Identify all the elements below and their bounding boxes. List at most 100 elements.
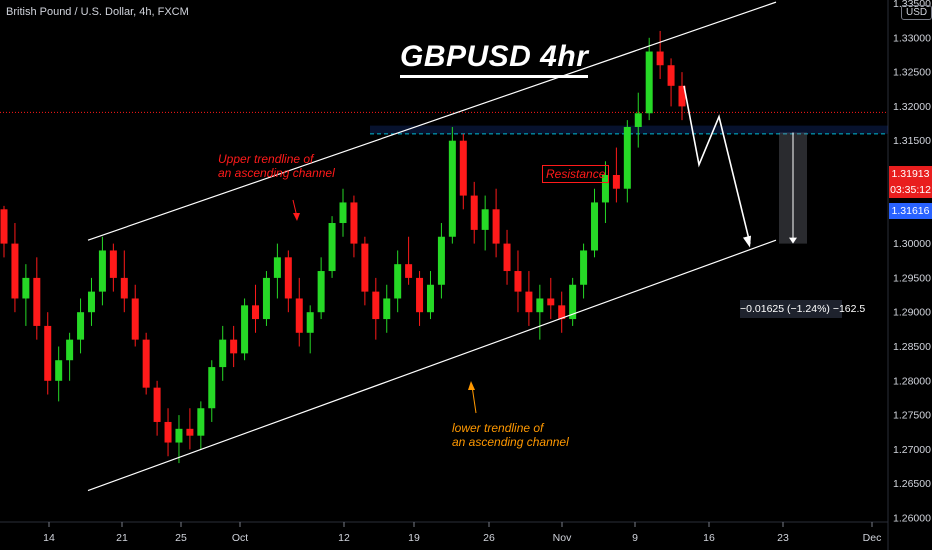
candle-body [667, 65, 675, 86]
candle-body [623, 126, 631, 189]
countdown-tag: 03:35:12 [889, 182, 932, 198]
x-tick-label: 21 [116, 532, 128, 544]
candle-body [120, 277, 128, 299]
candle-body [208, 367, 216, 409]
candle-body [339, 202, 347, 224]
candle-body [98, 250, 106, 292]
lower-annotation-line-1: lower trendline of [452, 421, 544, 435]
candle-body [426, 284, 434, 313]
x-tick-label: Dec [863, 532, 882, 544]
x-tick-label: 19 [408, 532, 420, 544]
measure-label: −0.01625 (−1.24%) −162.5 [740, 300, 865, 318]
candle-body [656, 51, 664, 66]
upper-channel-line [87, 1, 777, 241]
candle-body [525, 291, 533, 313]
lower-annotation-line-2: an ascending channel [452, 435, 569, 449]
candle-body [580, 250, 588, 285]
y-tick-label: 1.26000 [893, 513, 931, 525]
y-tick-label: 1.26500 [893, 478, 931, 490]
candle-body [197, 408, 205, 436]
upper-trendline-annotation: Upper trendline of an ascending channel [218, 152, 335, 180]
measure-arrowhead [789, 237, 797, 244]
y-tick-label: 1.31500 [893, 135, 931, 147]
y-tick-label: 1.27000 [893, 444, 931, 456]
candle-body [66, 339, 74, 361]
candle-body [678, 85, 686, 107]
candle-body [77, 312, 85, 340]
lower-channel-line [87, 239, 777, 492]
candle-body [153, 387, 161, 422]
candle-body [22, 277, 30, 299]
candle-body [328, 223, 336, 272]
candle-body [164, 421, 172, 443]
candle-body [569, 284, 577, 320]
candle-body [394, 264, 402, 299]
candle-body [481, 209, 489, 230]
upper-annotation-line-2: an ascending channel [218, 166, 335, 180]
candle-body [33, 277, 41, 326]
candle-body [131, 298, 139, 340]
candle-body [405, 264, 413, 278]
symbol-title: British Pound / U.S. Dollar, 4h, FXCM [6, 6, 189, 18]
candle-body [645, 51, 653, 114]
candle-body [273, 257, 281, 278]
candle-body [492, 209, 500, 244]
resistance-label: Resistance [542, 165, 610, 183]
y-tick-label: 1.33000 [893, 32, 931, 44]
candle-body [55, 360, 63, 381]
candle-body [142, 339, 150, 388]
y-tick-label: 1.32500 [893, 67, 931, 79]
x-tick-label: 23 [777, 532, 789, 544]
candle-body [383, 298, 391, 320]
candle-body [252, 305, 260, 320]
y-tick-label: 1.29000 [893, 307, 931, 319]
candle-body [0, 209, 8, 244]
candle-body [284, 257, 292, 299]
candle-body [634, 113, 642, 127]
blue-price-tag: 1.31616 [889, 203, 932, 219]
candle-body [262, 277, 270, 320]
candle-body [591, 202, 599, 251]
candle-body [612, 175, 620, 189]
candle-body [44, 325, 52, 381]
candle-body [219, 339, 227, 368]
x-tick-label: 26 [483, 532, 495, 544]
candle-body [11, 243, 19, 299]
y-tick-label: 1.28500 [893, 341, 931, 353]
candle-body [186, 428, 194, 436]
candle-body [350, 202, 358, 244]
candle-body [306, 312, 314, 333]
y-tick-label: 1.28000 [893, 375, 931, 387]
upper-annotation-arrowhead [293, 213, 300, 221]
x-tick-label: Oct [232, 532, 248, 544]
candle-body [241, 305, 249, 354]
candle-body [601, 175, 609, 203]
x-tick-label: Nov [553, 532, 572, 544]
candle-body [459, 140, 467, 196]
chart-title: GBPUSD 4hr [400, 40, 589, 78]
y-tick-label: 1.29500 [893, 272, 931, 284]
candle-body [470, 195, 478, 230]
candle-body [536, 298, 544, 313]
candle-body [437, 236, 445, 285]
candle-body [295, 298, 303, 333]
candle-body [87, 291, 95, 313]
lower-annotation-arrow [471, 385, 477, 414]
candle-body [175, 428, 183, 443]
currency-button[interactable]: USD [901, 5, 932, 20]
x-tick-label: 25 [175, 532, 187, 544]
candle-body [448, 140, 456, 237]
x-tick-label: 9 [632, 532, 638, 544]
x-tick-label: 12 [338, 532, 350, 544]
candle-body [558, 305, 566, 320]
candle-body [514, 271, 522, 292]
lower-annotation-arrowhead [468, 381, 475, 390]
x-tick-label: 14 [43, 532, 55, 544]
projection-arrowhead [743, 235, 751, 248]
y-tick-label: 1.27500 [893, 410, 931, 422]
candle-body [372, 291, 380, 320]
candle-body [416, 277, 424, 313]
candle-body [109, 250, 117, 278]
